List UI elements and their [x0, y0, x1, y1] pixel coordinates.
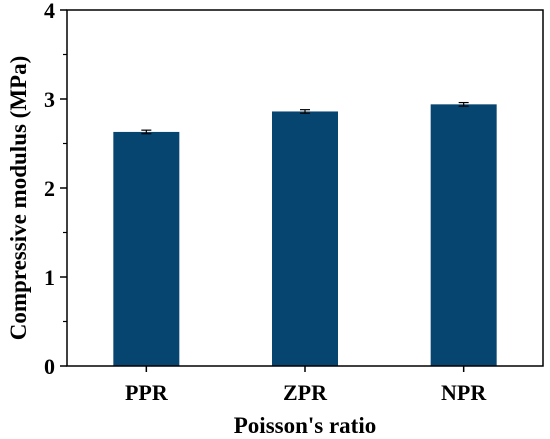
- y-tick-label-4: 4: [44, 0, 55, 23]
- y-axis-title: Compressive modulus (MPa): [6, 56, 31, 341]
- y-tick-label-1: 1: [44, 265, 55, 290]
- x-tick-label-npr: NPR: [441, 380, 487, 405]
- bar-zpr: [272, 111, 338, 367]
- plot-area: PPR ZPR NPR 0 1 2 3 4: [44, 0, 544, 405]
- y-tick-label-2: 2: [44, 176, 55, 201]
- x-axis-title: Poisson's ratio: [234, 413, 376, 438]
- bar-npr: [430, 104, 497, 366]
- y-tick-label-0: 0: [44, 354, 55, 379]
- x-tick-label-ppr: PPR: [125, 380, 169, 405]
- y-tick-label-3: 3: [44, 87, 55, 112]
- bar-ppr: [113, 131, 180, 366]
- x-tick-label-zpr: ZPR: [283, 380, 328, 405]
